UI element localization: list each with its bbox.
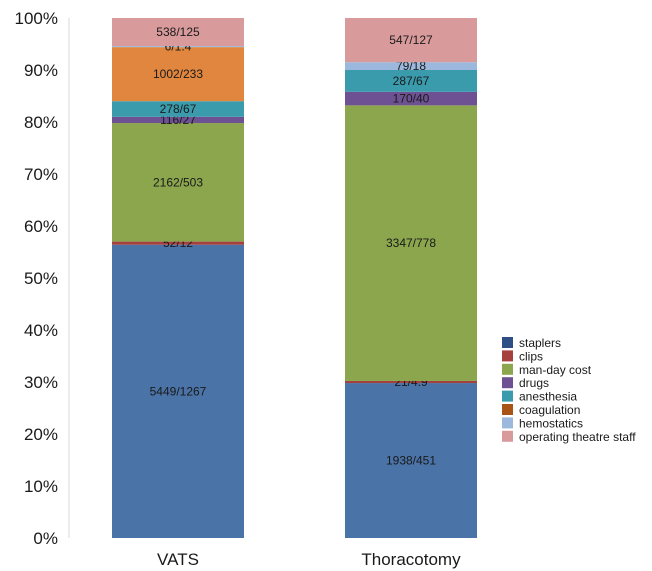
bar-segment-anesthesia-vats xyxy=(112,101,244,117)
data-label: 547/127 xyxy=(389,33,433,47)
y-tick-label: 80% xyxy=(24,113,58,132)
data-label: 3347/778 xyxy=(386,236,436,250)
legend-swatch xyxy=(502,404,513,415)
bar-segment-man-day-cost-vats xyxy=(112,123,244,242)
data-label: 2162/503 xyxy=(153,175,203,189)
data-label: 278/67 xyxy=(160,102,197,116)
legend-swatch xyxy=(502,363,513,375)
y-tick-label: 0% xyxy=(33,529,58,548)
data-label: 538/125 xyxy=(156,25,200,39)
data-label: 287/67 xyxy=(393,74,430,88)
data-label: 5449/1267 xyxy=(150,384,207,398)
bar-segment-clips-vats xyxy=(112,241,244,245)
x-axis-categories: VATS Thoracotomy xyxy=(157,550,461,569)
y-tick-label: 20% xyxy=(24,425,58,444)
y-tick-label: 10% xyxy=(24,477,58,496)
bar-segment-man-day-cost-thoracotomy xyxy=(345,105,477,381)
bar-segment-hemostatics-vats xyxy=(112,46,244,48)
y-tick-label: 40% xyxy=(24,321,58,340)
x-category-label: VATS xyxy=(157,550,199,569)
legend-label: drugs xyxy=(519,376,549,390)
y-axis: 0% 10% 20% 30% 40% 50% 60% 70% 80% 90% 100% xyxy=(15,9,70,548)
data-label: 170/40 xyxy=(393,92,430,106)
legend-swatch xyxy=(502,377,513,389)
legend-swatch xyxy=(502,337,513,348)
legend-swatch xyxy=(502,350,513,362)
legend-label: anesthesia xyxy=(519,390,577,404)
bar-segment-clips-thoracotomy xyxy=(345,380,477,384)
y-tick-label: 100% xyxy=(15,9,58,28)
data-label: 1002/233 xyxy=(153,67,203,81)
legend-swatch xyxy=(502,430,513,442)
y-tick-label: 50% xyxy=(24,269,58,288)
bars: 5449/126752/122162/503116/27278/671002/2… xyxy=(112,18,477,538)
x-category-label: Thoracotomy xyxy=(361,550,461,569)
legend-label: man-day cost xyxy=(519,363,592,377)
bar-segment-staplers-vats xyxy=(112,244,244,538)
bar-segment-coagulation-vats xyxy=(112,47,244,102)
y-tick-label: 30% xyxy=(24,373,58,392)
bar-segment-operating-theatre-staff-vats xyxy=(112,18,244,47)
bar-segment-hemostatics-thoracotomy xyxy=(345,62,477,70)
y-tick-label: 60% xyxy=(24,217,58,236)
y-tick-label: 90% xyxy=(24,61,58,80)
legend-label: clips xyxy=(519,349,543,363)
bar-segment-drugs-vats xyxy=(112,116,244,124)
legend-swatch xyxy=(502,390,513,402)
bar-segment-anesthesia-thoracotomy xyxy=(345,70,477,92)
legend-label: operating theatre staff xyxy=(519,430,636,444)
legend-swatch xyxy=(502,417,513,429)
bar-segment-staplers-thoracotomy xyxy=(345,383,477,538)
legend-label: staplers xyxy=(519,336,561,350)
y-tick-label: 70% xyxy=(24,165,58,184)
bar-segment-drugs-thoracotomy xyxy=(345,91,477,106)
data-label: 79/18 xyxy=(396,59,426,73)
data-label: 1938/451 xyxy=(386,454,436,468)
bar-segment-operating-theatre-staff-thoracotomy xyxy=(345,18,477,63)
legend-label: coagulation xyxy=(519,403,580,417)
legend-label: hemostatics xyxy=(519,416,583,430)
